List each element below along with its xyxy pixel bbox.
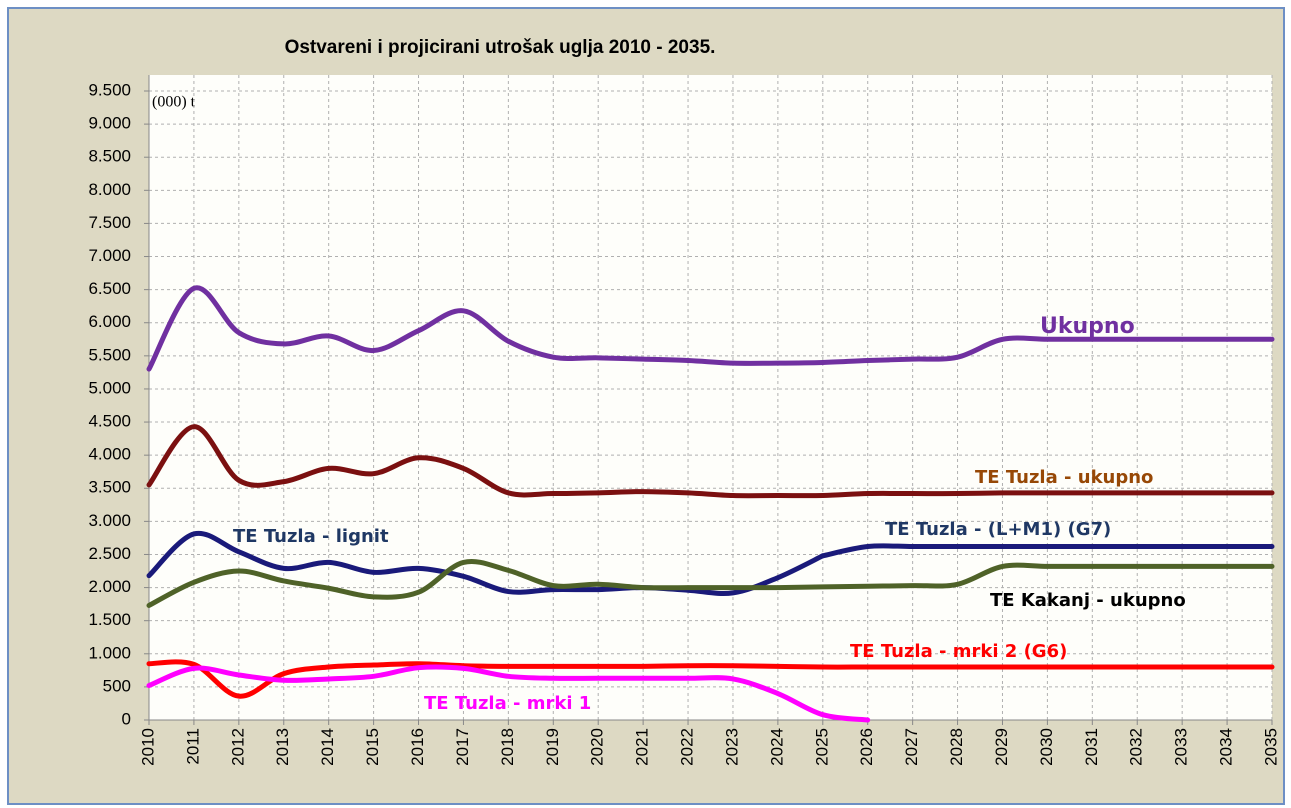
x-tick-label: 2023: [722, 728, 741, 766]
y-tick-label: 500: [103, 676, 131, 695]
x-tick-label: 2011: [183, 728, 202, 765]
x-tick-label: 2027: [902, 728, 921, 766]
x-tick-label: 2030: [1037, 728, 1056, 766]
x-tick-label: 2028: [947, 728, 966, 766]
plot-area: [149, 75, 1272, 720]
x-tick-label: 2015: [363, 728, 382, 766]
y-tick-label: 1.000: [88, 643, 131, 662]
series-line: [146, 659, 1275, 699]
x-tick-label: 2022: [678, 728, 697, 766]
y-tick-label: 3.500: [88, 478, 131, 497]
y-tick-label: 3.000: [88, 511, 131, 530]
y-tick-label: 0: [122, 709, 131, 728]
y-tick-label: 9.000: [88, 114, 131, 133]
y-tick-label: 6.500: [88, 279, 131, 298]
x-tick-label: 2010: [138, 728, 157, 766]
x-tick-label: 2014: [318, 728, 337, 766]
x-tick-label: 2033: [1172, 728, 1191, 766]
legend-label: TE Tuzla - (L+M1) (G7): [885, 519, 1111, 540]
x-tick-label: 2021: [633, 728, 652, 766]
legend-label: Ukupno: [1040, 314, 1135, 339]
x-tick-label: 2017: [453, 728, 472, 766]
y-tick-label: 2.500: [88, 544, 131, 563]
x-tick-label: 2031: [1082, 728, 1101, 766]
legend-label: TE Tuzla - lignit: [233, 526, 389, 547]
legend-label: TE Kakanj - ukupno: [990, 590, 1186, 611]
x-tick-label: 2019: [543, 728, 562, 766]
legend-label: TE Tuzla - mrki 2 (G6): [850, 641, 1067, 662]
legend-label: TE Tuzla - ukupno: [975, 467, 1153, 488]
y-tick-label: 4.500: [88, 412, 131, 431]
x-tick-label: 2012: [228, 728, 247, 766]
x-tick-label: 2013: [273, 728, 292, 766]
y-axis-label: (000) t: [152, 94, 196, 111]
x-tick-label: 2018: [498, 728, 517, 766]
y-tick-label: 5.000: [88, 378, 131, 397]
y-tick-label: 7.500: [88, 213, 131, 232]
y-tick-label: 5.500: [88, 345, 131, 364]
y-tick-label: 8.500: [88, 147, 131, 166]
x-tick-label: 2020: [588, 728, 607, 766]
y-tick-label: 8.000: [88, 180, 131, 199]
x-tick-label: 2024: [767, 728, 786, 766]
series-line: [146, 664, 871, 723]
y-tick-label: 6.000: [88, 312, 131, 331]
series-line: [820, 543, 1275, 559]
y-tick-label: 4.000: [88, 445, 131, 464]
x-tick-label: 2026: [857, 728, 876, 766]
x-tick-label: 2025: [812, 728, 831, 766]
x-tick-label: 2032: [1127, 728, 1146, 766]
series-line: [146, 559, 1275, 608]
legend-label: TE Tuzla - mrki 1: [424, 693, 591, 714]
y-tick-label: 1.500: [88, 610, 131, 629]
y-tick-label: 2.000: [88, 577, 131, 596]
y-tick-label: 9.500: [88, 80, 131, 99]
series-line: [146, 530, 826, 596]
series-line: [146, 424, 1275, 499]
series-line: [146, 285, 1275, 372]
x-tick-label: 2029: [992, 728, 1011, 766]
x-tick-label: 2016: [408, 728, 427, 766]
x-tick-label: 2035: [1261, 728, 1280, 766]
chart-title: Ostvareni i projicirani utrošak uglja 20…: [285, 37, 716, 58]
x-tick-label: 2034: [1217, 728, 1236, 766]
y-tick-label: 7.000: [88, 246, 131, 265]
